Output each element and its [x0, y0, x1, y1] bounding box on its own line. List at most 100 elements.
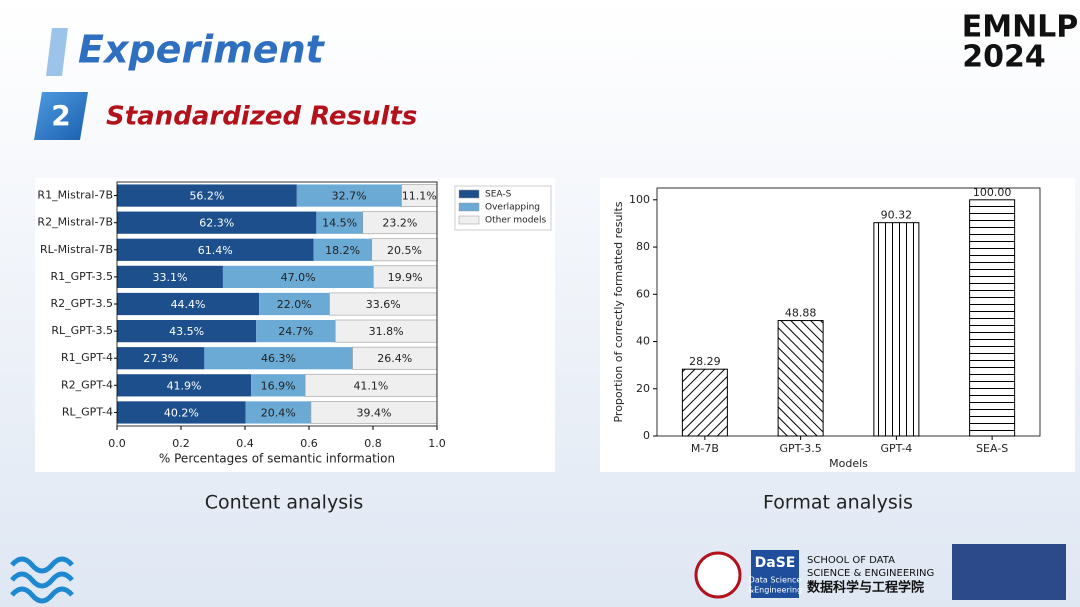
bar-segment [117, 238, 314, 261]
x-tick-label: 1.0 [428, 437, 446, 450]
legend-label: SEA-S [485, 190, 512, 200]
data-label: 31.8% [369, 325, 404, 338]
data-label: 24.7% [278, 325, 313, 338]
y-tick-label: 80 [636, 240, 650, 253]
bar-segment [222, 265, 374, 289]
data-label: 26.4% [377, 352, 412, 365]
y-tick-label: R2_GPT-4 [61, 378, 113, 391]
school-name-cn: 数据科学与工程学院 [807, 580, 924, 596]
data-label: 23.2% [382, 217, 417, 230]
data-label: 18.2% [325, 244, 360, 257]
y-tick-label: R1_GPT-3.5 [51, 270, 113, 283]
bar-segment [251, 374, 306, 397]
dase-text: DaSE [755, 555, 796, 571]
data-label: 20.4% [261, 406, 296, 419]
school-name: SCIENCE & ENGINEERING [807, 568, 934, 579]
data-label: 27.3% [143, 352, 178, 365]
x-tick-label: 0.2 [172, 437, 190, 450]
data-label: 48.88 [785, 307, 817, 320]
legend-swatch [458, 215, 480, 225]
bar-segment [256, 319, 336, 343]
conference-year: 2024 [962, 40, 1046, 75]
section-badge [34, 92, 88, 140]
y-tick-label: RL_GPT-4 [62, 405, 113, 418]
bar-segment [117, 265, 223, 289]
legend-label: Other models [485, 216, 546, 226]
data-label: 28.29 [689, 355, 721, 368]
data-label: 11.1% [402, 190, 437, 203]
data-label: 100.00 [973, 186, 1012, 199]
y-tick-label: 20 [636, 382, 650, 395]
x-tick-label: 0.4 [236, 437, 254, 450]
data-label: 46.3% [261, 352, 296, 365]
x-tick-label: 0.0 [108, 437, 126, 450]
dase-sub: &Engineering [748, 586, 802, 595]
bar-segment [316, 211, 363, 234]
y-tick-label: 100 [629, 193, 650, 206]
data-label: 19.9% [388, 271, 423, 284]
wave-logo [10, 556, 74, 604]
bar-segment [117, 184, 297, 207]
data-label: 33.1% [152, 271, 187, 284]
x-tick-label: GPT-3.5 [779, 442, 821, 455]
data-label: 16.9% [261, 379, 296, 392]
y-tick-label: R1_GPT-4 [61, 351, 113, 364]
title-accent [46, 28, 68, 76]
data-label: 90.32 [881, 209, 913, 222]
y-tick-label: 40 [636, 335, 650, 348]
y-tick-label: 0 [643, 429, 650, 442]
legend-swatch [458, 189, 480, 199]
y-tick-label: R2_Mistral-7B [37, 216, 113, 229]
data-label: 32.7% [332, 190, 367, 203]
x-tick-label: SEA-S [976, 442, 1008, 455]
legend-swatch [458, 202, 480, 212]
data-label: 56.2% [189, 190, 224, 203]
bar-segment [117, 292, 260, 316]
conference-name: EMNLP [962, 10, 1079, 45]
bar-segment [204, 347, 353, 370]
bar-segment [117, 347, 205, 370]
data-label: 33.6% [366, 298, 401, 311]
school-name: SCHOOL OF DATA [807, 555, 895, 566]
bar [969, 199, 1016, 437]
dase-sub: Data Science [749, 576, 802, 585]
data-label: 61.4% [198, 244, 233, 257]
bar-segment [117, 211, 317, 234]
data-label: 22.0% [277, 298, 312, 311]
bar-segment [296, 184, 402, 207]
y-tick-label: RL_GPT-3.5 [51, 324, 113, 337]
x-tick-label: M-7B [691, 442, 719, 455]
bar-segment [259, 292, 330, 316]
legend-label: Overlapping [485, 203, 540, 213]
x-axis-title: Models [829, 457, 868, 470]
x-axis-title: % Percentages of semantic information [159, 452, 395, 466]
x-tick-label: GPT-4 [880, 442, 912, 455]
bar [681, 368, 728, 437]
data-label: 62.3% [199, 217, 234, 230]
data-label: 41.9% [167, 379, 202, 392]
x-tick-label: 0.8 [364, 437, 382, 450]
bar-segment [313, 238, 372, 261]
university-logo [694, 551, 742, 599]
plot-frame [656, 187, 1041, 437]
bar [777, 320, 824, 437]
data-label: 44.4% [171, 298, 206, 311]
dase-logo [751, 550, 799, 598]
bar [873, 222, 920, 437]
data-label: 39.4% [356, 406, 391, 419]
x-tick-label: 0.6 [300, 437, 318, 450]
bar-segment [117, 401, 246, 424]
data-label: 40.2% [164, 406, 199, 419]
caption: Format analysis [763, 492, 913, 514]
caption: Content analysis [205, 492, 364, 514]
data-label: 14.5% [322, 217, 357, 230]
plot-frame [116, 181, 438, 427]
slide-title: Experiment [78, 28, 326, 72]
data-label: 20.5% [387, 244, 422, 257]
y-tick-label: R1_Mistral-7B [37, 189, 113, 202]
y-axis-title: Proportion of correctly formatted result… [612, 201, 625, 422]
bar-segment [117, 319, 257, 343]
lab-logo [952, 544, 1066, 600]
section-number: 2 [51, 99, 70, 132]
